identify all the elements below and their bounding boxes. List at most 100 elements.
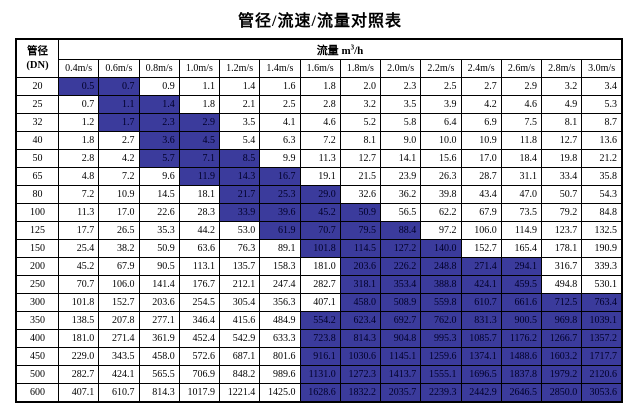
flow-value-cell: 181.0 xyxy=(299,257,341,276)
flow-value-cell-highlighted: 127.2 xyxy=(379,239,422,258)
flow-value-cell: 114.9 xyxy=(500,221,543,240)
flow-value-cell: 254.5 xyxy=(178,293,221,312)
flow-value-cell: 415.6 xyxy=(218,311,261,330)
flow-value-cell-highlighted: 712.5 xyxy=(540,293,583,312)
flow-value-cell: 11.8 xyxy=(500,131,543,150)
flow-value-cell: 17.0 xyxy=(98,203,140,222)
table-header: 管径 (DN) 流量 m3/h 0.4m/s 0.6m/s 0.8m/s 1.0m/s… xyxy=(15,38,623,78)
flow-value-cell: 3.2 xyxy=(339,95,382,114)
dn-cell: 65 xyxy=(15,167,59,186)
flow-value-cell-highlighted: 11.9 xyxy=(178,167,221,186)
flow-value-cell: 5.2 xyxy=(339,113,382,132)
dn-cell: 300 xyxy=(15,293,59,312)
flow-value-cell-highlighted: 1413.7 xyxy=(379,365,422,384)
flow-value-cell: 848.2 xyxy=(218,365,261,384)
flow-value-cell: 9.9 xyxy=(259,149,301,168)
flow-value-cell: 14.1 xyxy=(379,149,422,168)
flow-value-cell: 801.6 xyxy=(259,347,301,366)
flow-value-cell-highlighted: 1085.7 xyxy=(460,329,502,348)
flow-value-cell: 277.1 xyxy=(138,311,180,330)
flow-value-cell: 38.2 xyxy=(98,239,140,258)
flow-value-cell: 17.0 xyxy=(460,149,502,168)
flow-value-cell-highlighted: 762.0 xyxy=(420,311,462,330)
flow-rate-table: 管径 (DN) 流量 m3/h 0.4m/s 0.6m/s 0.8m/s 1.0m/s… xyxy=(15,38,623,403)
flow-value-cell-highlighted: 248.8 xyxy=(420,257,462,276)
flow-value-cell: 2.8 xyxy=(299,95,341,114)
flow-value-cell: 14.5 xyxy=(138,185,180,204)
flow-value-cell: 339.3 xyxy=(581,257,623,276)
corner-header-cell: 管径 (DN) xyxy=(15,38,59,78)
velocity-header-cell: 1.4m/s xyxy=(259,59,301,78)
flow-value-cell: 43.4 xyxy=(460,185,502,204)
flow-value-cell: 530.1 xyxy=(581,275,623,294)
flow-header-row: 管径 (DN) 流量 m3/h xyxy=(15,38,623,78)
flow-value-cell: 141.4 xyxy=(138,275,180,294)
flow-value-cell: 5.8 xyxy=(379,113,422,132)
table-row: 200 45.2 67.9 90.5 113.1 135.7 158.3 181.0 203.6… xyxy=(15,257,623,276)
flow-value-cell: 282.7 xyxy=(57,365,100,384)
flow-value-cell: 2.3 xyxy=(379,77,422,96)
flow-value-cell: 33.4 xyxy=(540,167,583,186)
dn-cell: 100 xyxy=(15,203,59,222)
flow-value-cell-highlighted: 294.1 xyxy=(500,257,543,276)
flow-value-cell: 2.7 xyxy=(98,131,140,150)
flow-value-cell: 26.5 xyxy=(98,221,140,240)
flow-value-cell-highlighted: 1832.2 xyxy=(339,383,382,403)
flow-value-cell-highlighted: 70.7 xyxy=(299,221,341,240)
flow-value-cell: 3.9 xyxy=(420,95,462,114)
flow-unit-base: m xyxy=(341,44,351,57)
flow-value-cell: 2.8 xyxy=(57,149,100,168)
flow-value-cell-highlighted: 0.5 xyxy=(57,77,100,96)
flow-value-cell-highlighted: 763.4 xyxy=(581,293,623,312)
flow-value-cell: 26.3 xyxy=(420,167,462,186)
flow-value-cell: 44.2 xyxy=(178,221,221,240)
flow-value-cell-highlighted: 1837.8 xyxy=(500,365,543,384)
flow-value-cell-highlighted: 5.7 xyxy=(138,149,180,168)
flow-value-cell: 458.0 xyxy=(138,347,180,366)
flow-value-cell: 4.2 xyxy=(460,95,502,114)
flow-value-cell: 123.7 xyxy=(540,221,583,240)
dn-cell: 40 xyxy=(15,131,59,150)
flow-value-cell-highlighted: 424.1 xyxy=(460,275,502,294)
flow-value-cell: 67.9 xyxy=(98,257,140,276)
flow-value-cell: 106.0 xyxy=(98,275,140,294)
flow-value-cell: 35.8 xyxy=(581,167,623,186)
table-row: 80 7.2 10.9 14.5 18.1 21.7 25.3 29.0 32.6 36.2 39.… xyxy=(15,185,623,204)
velocity-header-cell: 1.8m/s xyxy=(339,59,382,78)
flow-value-cell: 343.5 xyxy=(98,347,140,366)
flow-value-cell-highlighted: 33.9 xyxy=(218,203,261,222)
flow-value-cell: 1425.0 xyxy=(259,383,301,403)
flow-value-cell: 23.9 xyxy=(379,167,422,186)
flow-value-cell-highlighted: 831.3 xyxy=(460,311,502,330)
dn-cell: 600 xyxy=(15,383,59,403)
dn-cell: 80 xyxy=(15,185,59,204)
flow-value-cell-highlighted: 1555.1 xyxy=(420,365,462,384)
flow-value-cell: 452.4 xyxy=(178,329,221,348)
flow-value-cell-highlighted: 508.9 xyxy=(379,293,422,312)
flow-value-cell: 8.1 xyxy=(339,131,382,150)
flow-value-cell: 50.9 xyxy=(138,239,180,258)
flow-value-cell-highlighted: 7.1 xyxy=(178,149,221,168)
flow-value-cell: 1.8 xyxy=(178,95,221,114)
flow-value-cell-highlighted: 969.8 xyxy=(540,311,583,330)
table-row: 350 138.5 207.8 277.1 346.4 415.6 484.9 554.2 62… xyxy=(15,311,623,330)
flow-value-cell: 6.3 xyxy=(259,131,301,150)
flow-value-cell-highlighted: 1030.6 xyxy=(339,347,382,366)
flow-value-cell: 7.2 xyxy=(98,167,140,186)
flow-value-cell-highlighted: 14.3 xyxy=(218,167,261,186)
flow-value-cell: 2.5 xyxy=(420,77,462,96)
flow-value-cell-highlighted: 610.7 xyxy=(460,293,502,312)
flow-value-cell-highlighted: 1603.2 xyxy=(540,347,583,366)
table-row: 500 282.7 424.1 565.5 706.9 848.2 989.6 1131.0 1… xyxy=(15,365,623,384)
flow-value-cell: 79.2 xyxy=(540,203,583,222)
flow-value-cell: 1017.9 xyxy=(178,383,221,403)
flow-value-cell: 132.5 xyxy=(581,221,623,240)
flow-value-cell-highlighted: 61.9 xyxy=(259,221,301,240)
flow-value-cell: 89.1 xyxy=(259,239,301,258)
flow-value-cell: 3.4 xyxy=(581,77,623,96)
flow-value-cell-highlighted: 3053.6 xyxy=(581,383,623,403)
velocity-header-cell: 2.8m/s xyxy=(540,59,583,78)
flow-value-cell: 28.3 xyxy=(178,203,221,222)
flow-value-cell: 9.6 xyxy=(138,167,180,186)
table-row: 450 229.0 343.5 458.0 572.6 687.1 801.6 916.1 10… xyxy=(15,347,623,366)
